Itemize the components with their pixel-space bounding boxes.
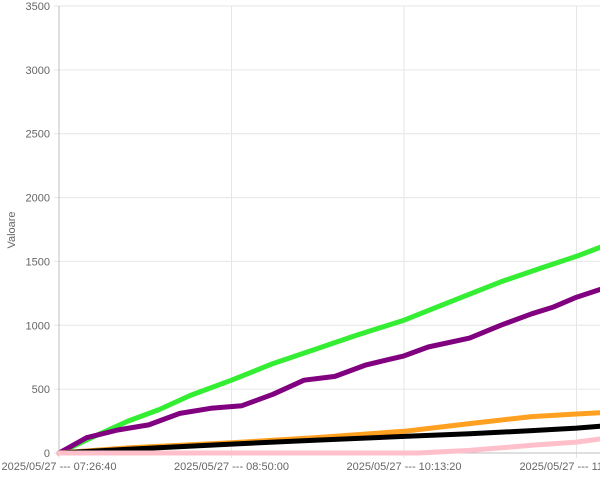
x-tick-label: 2025/05/27 --- 10:13:20 bbox=[347, 461, 462, 473]
y-tick-labels: 0 500 1000 1500 2000 2500 3000 3500 bbox=[26, 1, 50, 460]
y-gridlines bbox=[54, 5, 600, 454]
x-gridlines bbox=[58, 6, 578, 458]
series-lines bbox=[56, 244, 600, 456]
x-tick-label: 2025/05/27 --- 11:36:40 bbox=[519, 461, 600, 473]
y-tick-label: 3500 bbox=[26, 1, 50, 13]
series-line-4 bbox=[56, 423, 600, 456]
y-tick-label: 1000 bbox=[26, 320, 50, 332]
x-tick-labels: 2025/05/27 --- 07:26:40 2025/05/27 --- 08… bbox=[2, 461, 600, 473]
x-tick-label: 2025/05/27 --- 08:50:00 bbox=[174, 461, 289, 473]
y-tick-label: 2000 bbox=[26, 193, 50, 205]
axes bbox=[58, 6, 600, 454]
x-tick-label: 2025/05/27 --- 07:26:40 bbox=[2, 461, 117, 473]
y-tick-label: 1500 bbox=[26, 256, 50, 268]
y-tick-label: 3000 bbox=[26, 65, 50, 77]
y-axis-title: Valoare bbox=[6, 211, 18, 248]
series-line-2 bbox=[56, 287, 600, 456]
y-tick-label: 2500 bbox=[26, 129, 50, 141]
y-tick-label: 0 bbox=[44, 448, 50, 460]
y-tick-label: 500 bbox=[32, 384, 50, 396]
series-line-5 bbox=[56, 436, 600, 456]
series-line-1 bbox=[56, 244, 600, 456]
